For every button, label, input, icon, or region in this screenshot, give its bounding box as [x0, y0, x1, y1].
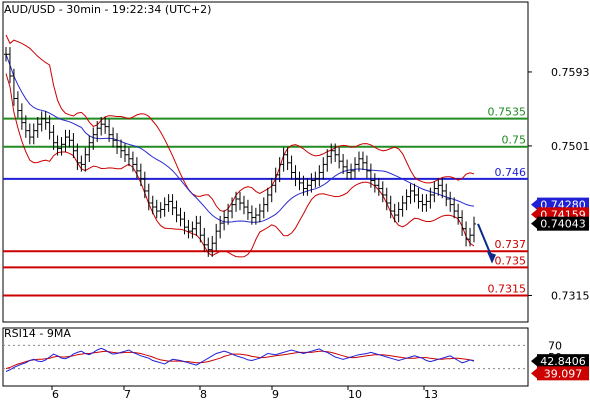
- ma-line: [5, 54, 475, 223]
- x-tick-label: 8: [200, 388, 207, 400]
- main-frame-border: [2, 1, 529, 323]
- rsi-tag-label: 42.8406: [540, 355, 586, 368]
- bollinger-bands: [5, 34, 475, 258]
- price-tag-pointer: [531, 209, 537, 220]
- axes: 0.7593 0.7501 0.7315 6 7 8 9 10 13: [51, 66, 590, 400]
- price-tag-label: 0.74043: [540, 218, 586, 231]
- rsi-tag-label: 39.097: [544, 367, 583, 380]
- moving-average-line: [5, 54, 475, 223]
- chart-title: AUD/USD - 30min - 19:22:34 (UTC+2): [4, 3, 211, 16]
- y-tick-label: 0.7315: [551, 289, 590, 302]
- x-tick-label: 9: [272, 388, 279, 400]
- x-tick-label: 6: [52, 388, 59, 400]
- projection-arrow-head: [487, 251, 496, 264]
- projection-arrow: [477, 223, 493, 259]
- rsi-tag: [537, 354, 589, 369]
- price-bars: [4, 47, 496, 264]
- level-label: 0.75: [502, 134, 527, 147]
- level-label: 0.7535: [488, 106, 527, 119]
- y-tick-label: 0.7501: [551, 140, 590, 153]
- x-tick-label: 13: [424, 388, 438, 400]
- lower-band: [5, 73, 475, 258]
- rsi-frame-border: [2, 327, 529, 387]
- rsi-line: [5, 347, 475, 372]
- price-tag: [537, 216, 589, 231]
- rsi-tag-pointer: [531, 356, 537, 367]
- level-label: 0.735: [495, 254, 527, 267]
- level-label: 0.737: [495, 238, 527, 251]
- price-tag-pointer: [531, 199, 537, 210]
- level-label: 0.7315: [488, 282, 527, 295]
- y-tick-label: 0.7593: [551, 66, 590, 79]
- rsi-tag-pointer: [531, 368, 537, 379]
- rsi-ma-line: [5, 350, 475, 370]
- level-label: 0.746: [495, 166, 527, 179]
- main-panel: [2, 1, 529, 387]
- price-tag-pointer: [531, 218, 537, 229]
- rsi-tag: [537, 366, 589, 381]
- upper-band: [5, 34, 475, 212]
- x-tick-label: 10: [348, 388, 362, 400]
- x-tick-label: 7: [124, 388, 131, 400]
- rsi-tick-label: 70: [548, 339, 562, 352]
- rsi-label: RSI14 - 9MA: [4, 327, 71, 340]
- support-resistance-levels: 0.7535 0.75 0.746 0.737 0.735 0.7315: [3, 106, 528, 297]
